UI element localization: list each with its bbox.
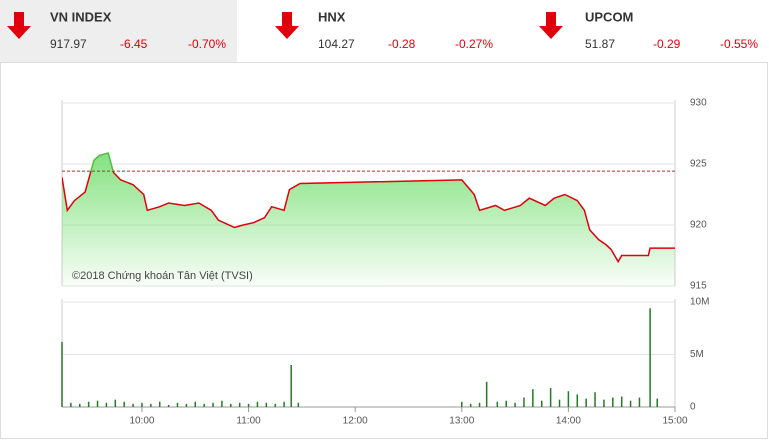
volume-bar	[132, 403, 134, 407]
volume-bar	[96, 400, 99, 407]
volume-bar	[238, 402, 241, 407]
volume-bar	[461, 401, 463, 407]
volume-bar	[114, 399, 117, 407]
volume-bar	[505, 400, 507, 407]
down-arrow	[275, 12, 299, 39]
down-arrow	[7, 12, 31, 39]
volume-bar	[176, 402, 179, 407]
volume-bar	[469, 403, 472, 407]
volume-bar	[167, 404, 170, 407]
index-name: UPCOM	[585, 9, 633, 24]
y-tick-label: 930	[690, 98, 707, 109]
volume-bar	[150, 403, 152, 407]
index-change: -6.45	[120, 37, 148, 51]
volume-bar	[194, 401, 197, 407]
y-tick-label: 920	[690, 220, 707, 231]
price-line	[62, 171, 675, 264]
volume-bar	[230, 403, 232, 407]
x-tick-label: 13:00	[449, 416, 474, 427]
volume-bar	[514, 402, 516, 407]
selected-tab[interactable]	[0, 0, 237, 62]
volume-bar	[265, 402, 268, 407]
volume-bar	[594, 392, 596, 407]
index-value: 51.87	[585, 37, 615, 51]
index-value: 104.27	[318, 37, 355, 51]
y-tick-label: 925	[690, 159, 707, 170]
y-tick-label: 10M	[690, 297, 709, 308]
volume-bar	[61, 341, 63, 407]
volume-bar	[585, 398, 587, 407]
volume-bar	[297, 402, 300, 407]
volume-bar	[612, 397, 614, 407]
volume-bar	[185, 403, 188, 407]
y-tick-label: 5M	[690, 349, 704, 360]
volume-bar	[649, 308, 651, 407]
price-area	[62, 153, 675, 286]
x-tick-label: 15:00	[662, 416, 687, 427]
volume-bar	[283, 401, 285, 407]
chart-frame	[0, 62, 768, 439]
index-percent: -0.70%	[188, 37, 226, 51]
index-name: VN INDEX	[50, 9, 112, 24]
volume-bar	[496, 401, 499, 407]
volume-bar	[105, 402, 108, 407]
volume-bar	[212, 402, 214, 407]
volume-bar	[247, 403, 250, 407]
volume-bar	[656, 398, 658, 407]
volume-bar	[532, 389, 534, 407]
volume-bar	[79, 403, 81, 407]
copyright: ©2018 Chứng khoán Tân Việt (TVSI)	[72, 270, 253, 282]
volume-bar	[290, 365, 292, 407]
volume-bar	[485, 381, 488, 407]
volume-bar	[558, 399, 561, 407]
volume-bar	[549, 388, 552, 407]
x-tick-label: 14:00	[556, 416, 581, 427]
down-arrow	[539, 12, 563, 39]
volume-bar	[256, 401, 259, 407]
volume-bar	[603, 399, 605, 407]
volume-bar	[123, 401, 125, 407]
volume-bar	[523, 397, 525, 407]
index-change: -0.29	[653, 37, 681, 51]
index-percent: -0.27%	[455, 37, 493, 51]
volume-bar	[478, 402, 481, 407]
index-change: -0.28	[388, 37, 416, 51]
volume-bar	[274, 403, 276, 407]
volume-bar	[221, 400, 223, 407]
index-value: 917.97	[50, 37, 87, 51]
volume-bar	[620, 396, 623, 407]
volume-bar	[158, 401, 161, 407]
volume-bar	[141, 402, 143, 407]
x-tick-label: 12:00	[343, 416, 368, 427]
index-name: HNX	[318, 9, 346, 24]
x-tick-label: 10:00	[129, 416, 154, 427]
volume-bar	[87, 401, 90, 407]
volume-bar	[629, 400, 632, 407]
y-tick-label: 915	[690, 281, 707, 292]
volume-bar	[576, 394, 579, 407]
volume-bar	[567, 391, 570, 407]
index-percent: -0.55%	[720, 37, 758, 51]
volume-bar	[203, 403, 205, 407]
y-tick-label: 0	[690, 402, 696, 413]
volume-bar	[638, 397, 641, 407]
volume-bar	[540, 400, 543, 407]
volume-bar	[70, 402, 72, 407]
x-tick-label: 11:00	[236, 416, 261, 427]
